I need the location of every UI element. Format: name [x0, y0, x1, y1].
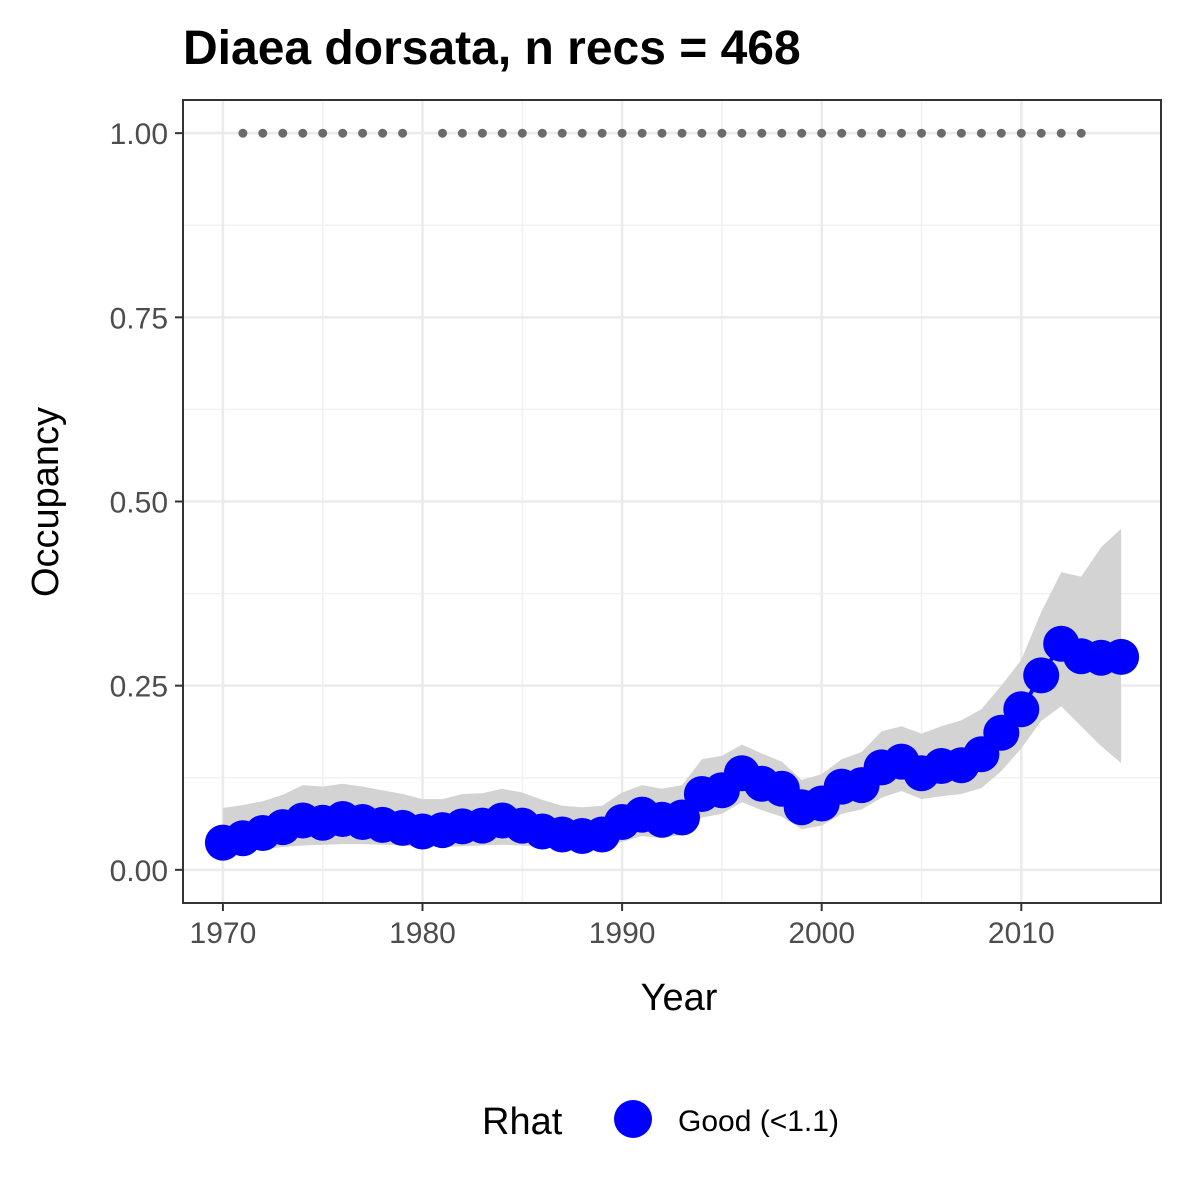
y-tick-label: 0.00: [110, 855, 168, 888]
legend-key-good: [614, 1100, 652, 1138]
record-year-mark: [976, 128, 986, 138]
record-year-mark: [737, 128, 747, 138]
record-year-mark: [617, 128, 627, 138]
occupancy-point: [983, 714, 1020, 751]
occupancy-point: [1103, 638, 1140, 675]
record-year-mark: [677, 128, 687, 138]
legend: Rhat Good (<1.1): [482, 1100, 839, 1143]
y-axis-title: Occupancy: [25, 407, 67, 597]
y-tick-label: 0.50: [110, 487, 168, 520]
record-year-mark: [537, 128, 547, 138]
record-year-mark: [1056, 128, 1066, 138]
x-axis: 1970 1980 1990 2000 2010: [190, 903, 1055, 950]
record-year-mark: [936, 128, 946, 138]
record-year-mark: [238, 128, 248, 138]
record-year-mark: [757, 128, 767, 138]
y-tick-label: 0.75: [110, 302, 168, 335]
record-year-mark: [857, 128, 867, 138]
record-year-mark: [398, 128, 408, 138]
plot-panel: [182, 99, 1162, 904]
record-year-mark: [1076, 128, 1086, 138]
record-year-mark: [996, 128, 1006, 138]
record-year-mark: [258, 128, 268, 138]
record-year-mark: [637, 128, 647, 138]
record-year-mark: [877, 128, 887, 138]
record-year-mark: [956, 128, 966, 138]
record-year-mark: [1016, 128, 1026, 138]
record-year-mark: [338, 128, 348, 138]
record-year-mark: [897, 128, 906, 138]
record-year-mark: [797, 128, 807, 138]
y-axis: 0.00 0.25 0.50 0.75 1.00: [110, 118, 183, 888]
record-year-mark: [717, 128, 727, 138]
record-year-mark: [457, 128, 467, 138]
occupancy-point: [1003, 691, 1040, 728]
record-year-mark: [777, 128, 787, 138]
record-year-mark: [517, 128, 527, 138]
record-year-mark: [917, 128, 926, 138]
chart-title: Diaea dorsata, n recs = 468: [183, 22, 801, 75]
record-year-mark: [497, 128, 507, 138]
x-tick-label: 2000: [788, 917, 855, 950]
x-tick-label: 1970: [190, 917, 257, 950]
record-year-mark: [278, 128, 288, 138]
x-tick-label: 1990: [589, 917, 656, 950]
record-year-mark: [577, 128, 587, 138]
y-tick-label: 0.25: [110, 671, 168, 704]
record-year-mark: [477, 128, 487, 138]
record-year-mark: [817, 128, 827, 138]
legend-label-good: Good (<1.1): [678, 1105, 839, 1138]
record-year-mark: [837, 128, 847, 138]
occupancy-point: [1023, 657, 1060, 694]
record-year-mark: [298, 128, 308, 138]
record-year-mark: [697, 128, 707, 138]
y-tick-label: 1.00: [110, 118, 168, 151]
record-year-mark: [378, 128, 388, 138]
record-year-mark: [438, 128, 447, 138]
legend-title: Rhat: [482, 1101, 563, 1143]
record-year-mark: [1036, 128, 1046, 138]
x-tick-label: 2010: [988, 917, 1055, 950]
occupancy-point: [664, 799, 700, 836]
record-year-mark: [358, 128, 368, 138]
record-year-mark: [318, 128, 328, 138]
record-year-mark: [557, 128, 567, 138]
x-axis-title: Year: [641, 977, 718, 1019]
record-year-mark: [597, 128, 607, 138]
x-tick-label: 1980: [389, 917, 456, 950]
record-year-mark: [657, 128, 667, 138]
